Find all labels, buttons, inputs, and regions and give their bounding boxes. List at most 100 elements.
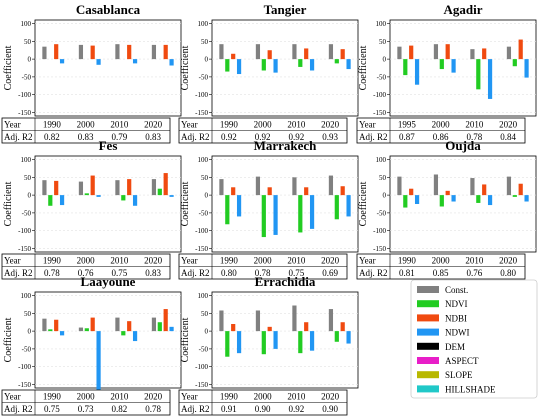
bar-const [255,310,261,332]
y-axis-label: Coefficient [3,317,14,362]
chart-panel-marrakech: Marrakech 100 50 0 -50 -100 -150 Coefficient Yea… [178,138,359,280]
bar-ndvi [439,195,444,207]
bar-ndwi [346,195,351,217]
y-tick-label: 0 [205,56,209,64]
bar-ndwi [273,331,278,349]
bar-ndwi [96,331,101,390]
table-year-cell: 2020 [144,256,163,266]
bar-ndbi [482,184,487,196]
y-axis-label: Coefficient [180,181,191,226]
bar-ndbi [267,50,272,60]
y-tick-label: 100 [21,292,32,300]
y-tick-label: -150 [18,109,31,117]
bar-const [506,176,512,196]
y-tick-label: 100 [21,156,32,164]
y-axis-label: Coefficient [3,45,14,90]
bar-const [219,310,224,332]
table-year-cell: 1990 [43,256,62,266]
y-tick-label: -150 [373,245,386,253]
table-year-cell: 2000 [254,120,273,130]
table-label-adj-r2: Adj. R2 [4,268,33,278]
table-year-cell: 2020 [144,120,163,130]
y-tick-label: 0 [28,56,32,64]
bar-const [42,180,47,196]
table-adj-r2-cell: 0.83 [145,268,161,278]
bar-ndbi [231,324,236,332]
table-year-cell: 2010 [465,256,484,266]
bar-ndbi [482,48,487,60]
bar-ndvi [403,59,408,76]
y-tick-label: 0 [205,328,209,336]
bar-const [42,318,47,332]
bar-ndvi [261,331,266,355]
bar-const [397,176,402,196]
table-adj-r2-cell: 0.90 [255,404,271,414]
bar-ndwi [273,59,278,73]
bar-ndwi [524,195,529,202]
bar-ndvi [403,195,408,208]
legend-swatch-ndvi [417,300,439,308]
bar-ndwi [309,59,315,71]
table-adj-r2-cell: 0.75 [44,404,60,414]
chart-panel-errachidia: Errachidia 100 50 0 -50 -100 -150 Coefficient Ye… [178,274,359,416]
bar-ndbi [231,187,236,196]
bar-const [433,44,439,60]
bar-const [328,175,334,196]
y-tick-label: 100 [198,20,209,28]
bar-ndvi [334,195,339,220]
y-tick-label: -50 [199,73,209,81]
table-year-cell: 2000 [254,256,273,266]
bar-ndbi [90,175,95,196]
bar-ndwi [487,59,493,99]
bar-ndwi [414,195,420,204]
bar-ndbi [163,44,168,60]
legend-swatch-ndwi [417,328,439,336]
bar-const [78,44,84,60]
table-adj-r2-cell: 0.79 [112,132,128,142]
table-adj-r2-cell: 0.80 [500,268,516,278]
y-tick-label: -100 [18,363,31,371]
y-tick-label: -150 [18,245,31,253]
bar-const [219,44,224,60]
chart-title: Agadir [444,2,483,17]
legend-label-aspect: ASPECT [445,356,479,366]
table-adj-r2-cell: 0.85 [433,268,449,278]
y-axis-label: Coefficient [358,45,369,90]
bar-ndbi [267,187,272,196]
table-adj-r2-cell: 0.80 [221,268,237,278]
bar-ndvi [476,195,481,203]
chart-title: Casablanca [76,2,141,17]
chart-panel-fes: Fes 100 50 0 -50 -100 -150 Coefficient Year Adj. … [1,138,182,280]
table-label-adj-r2: Adj. R2 [181,404,210,414]
table-year-cell: 2010 [287,256,306,266]
table-label-adj-r2: Adj. R2 [4,132,33,142]
y-tick-label: -150 [195,109,208,117]
y-tick-label: -100 [195,91,208,99]
legend-label-ndvi: NDVI [445,299,468,309]
bar-const [506,46,512,60]
bar-ndbi [340,49,345,60]
bar-ndwi [236,59,242,75]
table-year-cell: 1990 [398,256,417,266]
bar-ndwi [59,331,65,336]
table-adj-r2-cell: 0.91 [221,404,237,414]
bar-ndwi [524,59,529,78]
chart-panel-agadir: Agadir 100 50 0 -50 -100 -150 Coefficient Year Ad… [356,2,537,144]
chart-panel-laayoune: Laayoune 100 50 0 -50 -100 -150 Coefficient Year… [1,274,182,416]
bar-ndbi [127,179,132,196]
table-year-cell: 2010 [110,392,129,402]
y-tick-label: 0 [383,56,387,64]
legend-swatch-aspect [417,357,439,364]
y-tick-label: -50 [199,209,209,217]
legend-label-ndbi: NDBI [445,313,467,323]
bar-ndwi [96,195,101,197]
y-tick-label: 50 [379,38,387,46]
bar-const [292,177,297,196]
bar-ndvi [512,195,517,197]
bar-ndwi [132,59,138,64]
table-year-cell: 2000 [432,120,451,130]
bar-ndwi [236,331,242,354]
y-tick-label: -50 [199,345,209,353]
y-tick-label: -50 [22,209,32,217]
